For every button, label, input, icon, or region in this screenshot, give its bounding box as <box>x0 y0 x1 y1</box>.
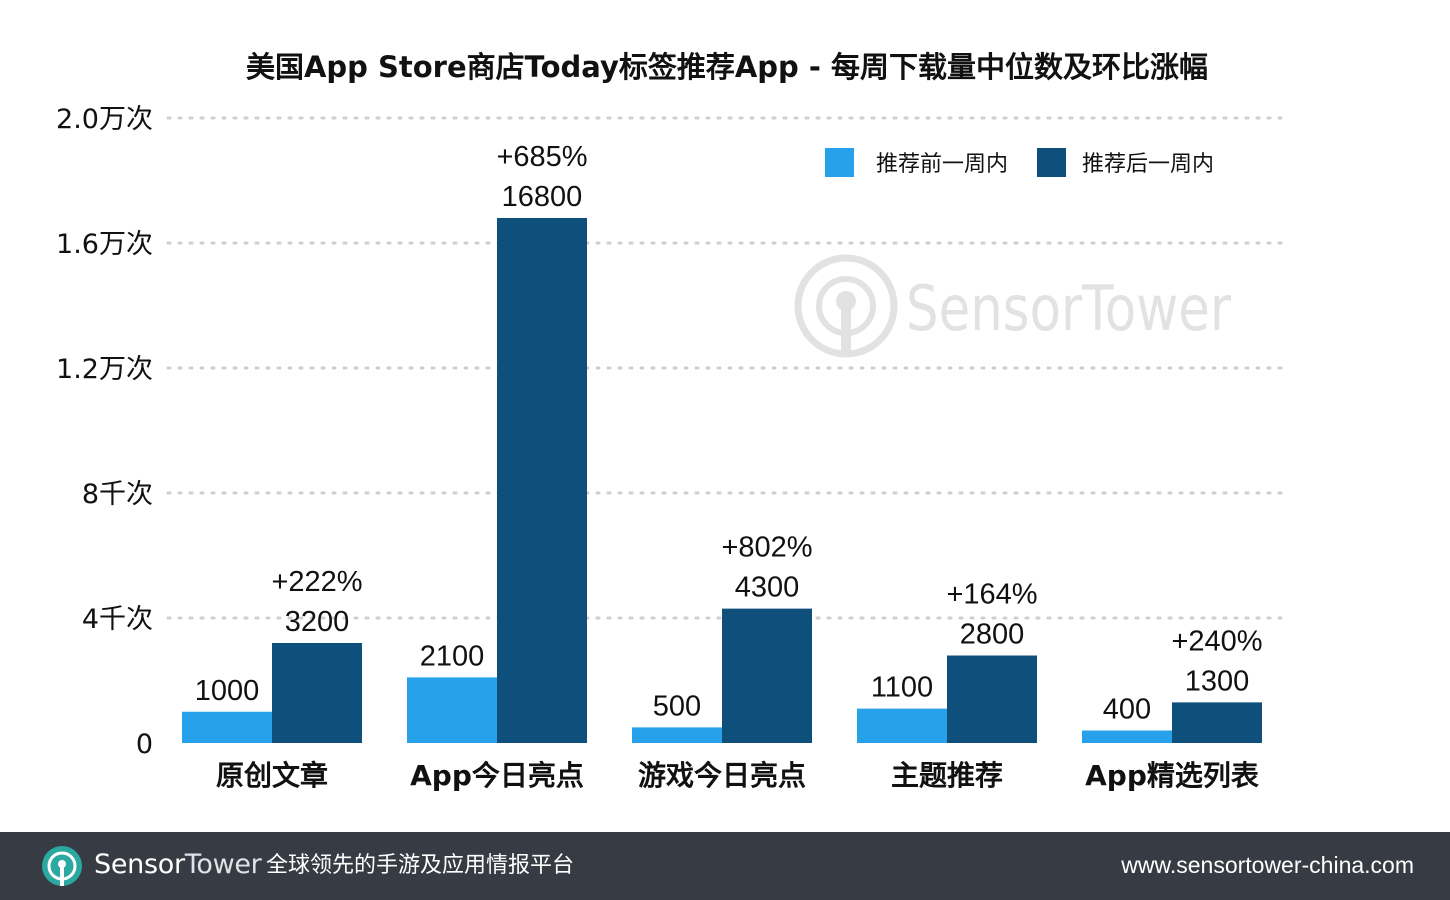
bar-after <box>947 655 1037 743</box>
footer-url[interactable]: www.sensortower-china.com <box>1121 852 1414 878</box>
value-label: 2800 <box>960 619 1025 651</box>
value-label: 3200 <box>285 606 350 638</box>
value-label: 400 <box>1103 694 1151 726</box>
x-tick-label: 原创文章 <box>216 759 328 792</box>
legend-swatch <box>1037 148 1066 177</box>
bar-after <box>1172 702 1262 743</box>
bar-before <box>632 727 722 743</box>
growth-label: +802% <box>721 532 812 564</box>
x-tick-label: App今日亮点 <box>410 759 584 792</box>
growth-label: +164% <box>946 579 1037 611</box>
x-axis: 原创文章 App今日亮点 游戏今日亮点 主题推荐 App精选列表 <box>216 759 1259 792</box>
x-tick-label: 主题推荐 <box>891 759 1003 792</box>
value-label: 2100 <box>420 640 485 672</box>
growth-label: +222% <box>271 566 362 598</box>
y-axis: 0 4千次 8千次 1.2万次 1.6万次 2.0万次 <box>56 104 153 760</box>
legend: 推荐前一周内 推荐后一周内 <box>825 148 1214 177</box>
bar-after <box>272 643 362 743</box>
y-tick-label: 8千次 <box>82 479 153 510</box>
footer-brand-sensor: Sensor <box>94 849 185 880</box>
growth-label: +240% <box>1171 625 1262 657</box>
growth-label: +685% <box>496 141 587 173</box>
watermark-ring <box>794 254 898 358</box>
footer-brand: SensorTower <box>94 848 262 882</box>
value-label: 4300 <box>735 572 800 604</box>
bars <box>182 218 1262 743</box>
bar-before <box>1082 730 1172 743</box>
y-tick-label: 1.2万次 <box>56 354 153 385</box>
value-label: 16800 <box>502 181 583 213</box>
value-label: 1300 <box>1185 665 1250 697</box>
watermark-dot <box>836 291 856 311</box>
watermark: SensorTower <box>794 254 1231 358</box>
footer-slogan: 全球领先的手游及应用情报平台 <box>266 853 575 878</box>
watermark-stem <box>841 300 851 352</box>
footer-brand-tower: Tower <box>184 849 262 880</box>
y-tick-label: 4千次 <box>82 604 153 635</box>
y-tick-label: 2.0万次 <box>56 104 153 135</box>
x-tick-label: 游戏今日亮点 <box>638 759 806 792</box>
bar-before <box>182 711 272 743</box>
legend-label: 推荐后一周内 <box>1082 152 1214 177</box>
watermark-logo-icon <box>794 254 898 358</box>
legend-swatch <box>825 148 854 177</box>
watermark-text: SensorTower <box>906 272 1231 345</box>
footer-bar: SensorTower 全球领先的手游及应用情报平台 www.sensortow… <box>0 832 1450 900</box>
y-tick-label: 0 <box>136 729 153 760</box>
bar-after <box>722 608 812 743</box>
bar-before <box>407 677 497 743</box>
bar-chart: 美国App Store商店Today标签推荐App - 每周下载量中位数及环比涨… <box>56 50 1290 792</box>
value-label: 1100 <box>871 672 933 704</box>
value-label: 1000 <box>195 675 260 707</box>
data-labels: 1000 3200 +222% 2100 16800 +685% 500 4300 +802% 1… <box>195 141 1263 726</box>
bar-before <box>857 708 947 743</box>
value-label: 500 <box>653 690 701 722</box>
chart-title: 美国App Store商店Today标签推荐App - 每周下载量中位数及环比涨… <box>246 50 1208 84</box>
x-tick-label: App精选列表 <box>1085 759 1259 792</box>
legend-label: 推荐前一周内 <box>876 152 1008 177</box>
sensortower-logo-icon <box>42 846 82 886</box>
y-tick-label: 1.6万次 <box>56 229 153 260</box>
bar-after <box>497 218 587 743</box>
